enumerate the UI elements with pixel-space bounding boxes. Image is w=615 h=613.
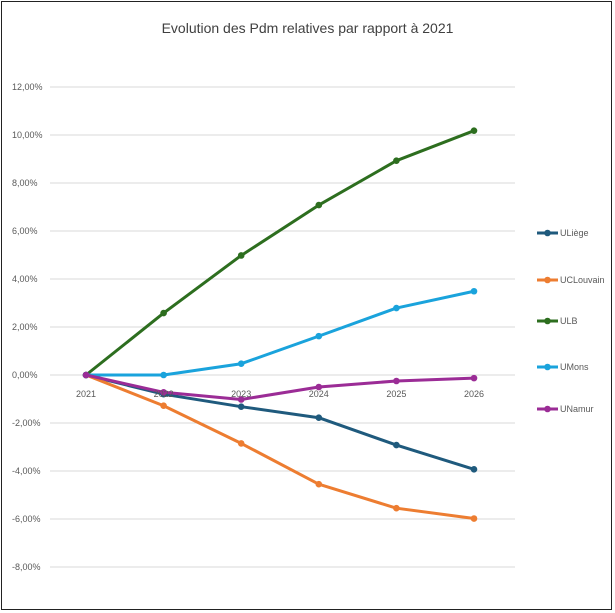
data-point	[315, 480, 323, 488]
data-point	[237, 440, 245, 447]
data-point	[470, 466, 478, 473]
y-axis-ticks: 12,00% 10,00% 8,00% 6,00% 4,00% 2,00% 0,00% -2,…	[12, 82, 43, 572]
data-point	[315, 414, 323, 422]
legend-marker	[544, 276, 551, 284]
data-point	[160, 309, 167, 317]
y-tick-label: -4,00%	[12, 466, 41, 476]
data-point	[160, 402, 167, 410]
y-tick-label: 0,00%	[12, 370, 38, 380]
y-tick-label: 2,00%	[12, 322, 38, 332]
y-tick-label: -8,00%	[12, 562, 41, 572]
y-tick-label: -2,00%	[12, 418, 41, 428]
data-point	[315, 332, 323, 340]
x-tick-label: 2023	[231, 389, 251, 399]
chart-title: Evolution des Pdm relatives par rapport …	[161, 20, 454, 36]
y-tick-label: 12,00%	[12, 82, 43, 92]
data-point	[315, 201, 323, 209]
x-tick-label: 2026	[464, 389, 484, 399]
data-point	[315, 383, 323, 391]
y-tick-label: 8,00%	[12, 178, 38, 188]
x-tick-label: 2025	[386, 389, 406, 399]
legend-marker	[544, 405, 551, 413]
gridlines	[50, 86, 515, 568]
y-tick-label: 10,00%	[12, 130, 43, 140]
data-point	[237, 396, 245, 403]
data-point	[470, 127, 478, 134]
legend: ULiège UCLouvain ULB UMons UNamur	[537, 228, 605, 414]
data-point	[393, 504, 400, 512]
data-point	[393, 157, 400, 164]
x-tick-label: 2021	[76, 389, 96, 399]
series-line	[86, 289, 475, 377]
data-point	[470, 515, 478, 522]
data-point	[470, 374, 478, 382]
series-line	[85, 373, 475, 521]
data-point	[160, 371, 167, 379]
data-point	[82, 371, 90, 379]
data-point	[237, 252, 245, 259]
series-lines	[82, 127, 478, 522]
x-tick-label: 2022	[154, 389, 174, 399]
series-line	[85, 129, 475, 377]
data-point	[237, 403, 245, 410]
legend-label: ULB	[560, 316, 578, 326]
series-line	[85, 373, 475, 471]
legend-marker	[544, 229, 551, 237]
legend-marker	[544, 317, 551, 325]
data-point	[393, 304, 400, 312]
x-tick-label: 2024	[309, 389, 329, 399]
legend-label: ULiège	[560, 228, 589, 238]
data-point	[160, 388, 167, 396]
data-point	[393, 441, 400, 449]
y-tick-label: -6,00%	[12, 514, 41, 524]
legend-label: UNamur	[560, 404, 594, 414]
data-point	[393, 377, 400, 385]
y-tick-label: 6,00%	[12, 226, 38, 236]
legend-label: UMons	[560, 362, 589, 372]
data-point	[237, 360, 245, 368]
series-line	[85, 373, 475, 401]
data-point	[470, 287, 478, 295]
y-tick-label: 4,00%	[12, 274, 38, 284]
x-axis-ticks: 2021 2022 2023 2024 2025 2026	[76, 389, 484, 399]
legend-label: UCLouvain	[560, 275, 605, 285]
legend-marker	[544, 363, 551, 371]
